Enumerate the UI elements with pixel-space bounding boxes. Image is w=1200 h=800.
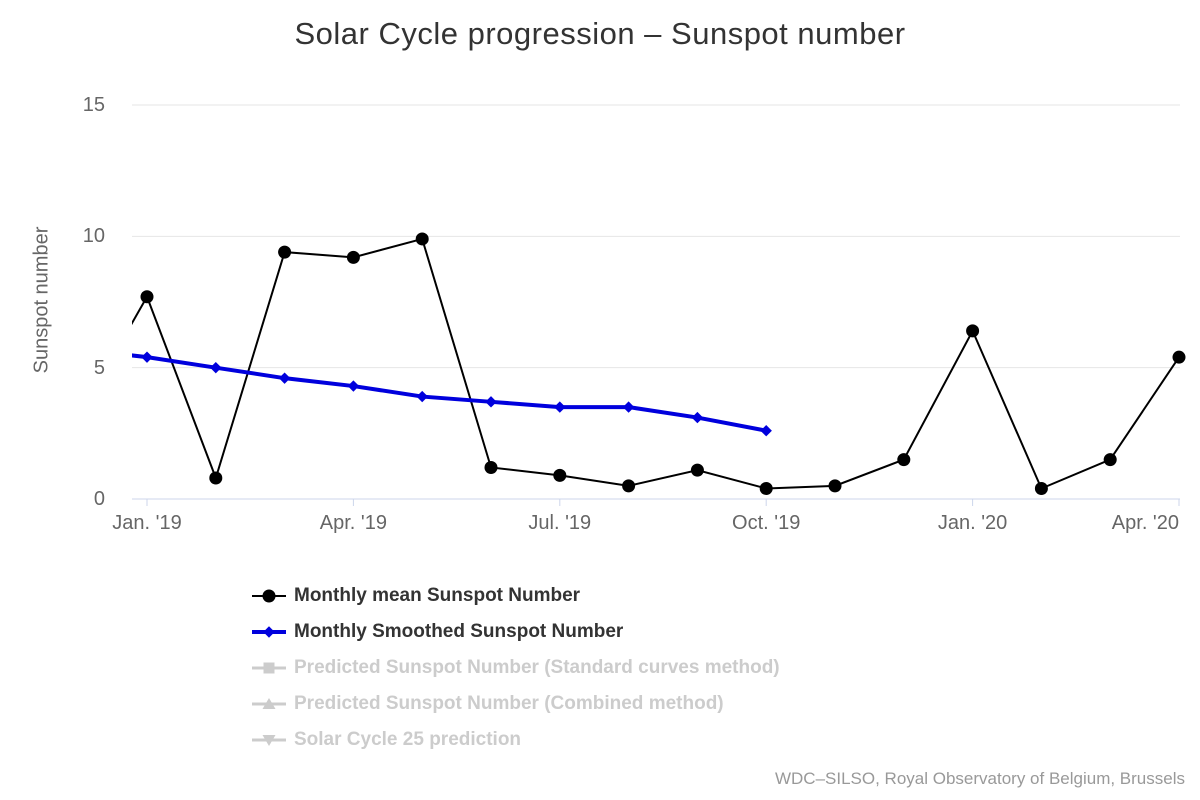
point-monthly-mean-sunspot-number-15-marker-circle-icon bbox=[1172, 350, 1186, 364]
legend: Monthly mean Sunspot Number Monthly Smoot… bbox=[251, 578, 780, 758]
series-monthly-mean-sunspot-number bbox=[132, 232, 1186, 495]
legend-marker-triangle-up bbox=[252, 698, 286, 709]
legend-item-predicted-sunspot-number-standard-curves-method[interactable]: Predicted Sunspot Number (Standard curve… bbox=[251, 650, 780, 686]
point-monthly-smoothed-sunspot-number-9-marker-diamond-icon bbox=[760, 425, 772, 437]
legend-marker-diamond bbox=[252, 626, 286, 638]
point-monthly-mean-sunspot-number-2-marker-circle-icon bbox=[278, 245, 292, 259]
x-tick-label-jan-20: Jan. '20 bbox=[937, 512, 1008, 534]
point-monthly-mean-sunspot-number-9-marker-circle-icon bbox=[759, 481, 773, 495]
plot-area bbox=[132, 104, 1186, 506]
point-monthly-mean-sunspot-number-7-marker-circle-icon bbox=[622, 479, 636, 493]
chart-title: Solar Cycle progression – Sunspot number bbox=[294, 16, 906, 51]
point-monthly-mean-sunspot-number-1-marker-circle-icon bbox=[209, 471, 223, 485]
point-monthly-mean-sunspot-number-14-marker-circle-icon bbox=[1103, 453, 1117, 467]
point-monthly-mean-sunspot-number-3-marker-circle-icon bbox=[346, 250, 360, 264]
point-monthly-smoothed-sunspot-number-4-marker-diamond-icon bbox=[416, 390, 428, 403]
legend-marker-square-icon bbox=[263, 662, 275, 674]
point-monthly-smoothed-sunspot-number-5-marker-diamond-icon bbox=[485, 396, 497, 408]
legend-item-solar-cycle-25-prediction[interactable]: Solar Cycle 25 prediction bbox=[251, 722, 780, 758]
point-monthly-mean-sunspot-number-13-marker-circle-icon bbox=[1034, 481, 1048, 495]
legend-item-predicted-sunspot-number-combined-method[interactable]: Predicted Sunspot Number (Combined metho… bbox=[251, 686, 780, 722]
x-tick-label-oct-19: Oct. '19 bbox=[732, 512, 801, 534]
series-line-monthly-mean-sunspot-number bbox=[132, 237, 1180, 490]
y-tick-label-5: 5 bbox=[93, 356, 105, 379]
legend-marker-diamond-icon bbox=[263, 626, 275, 638]
series-monthly-smoothed-sunspot-number bbox=[132, 351, 772, 437]
legend-label: Predicted Sunspot Number (Standard curve… bbox=[294, 657, 780, 678]
legend-marker-square bbox=[252, 662, 286, 674]
point-monthly-mean-sunspot-number-12-marker-circle-icon bbox=[966, 324, 980, 338]
legend-label: Monthly mean Sunspot Number bbox=[294, 585, 581, 606]
legend-marker-triangle-down bbox=[252, 735, 286, 746]
point-monthly-smoothed-sunspot-number-2-marker-diamond-icon bbox=[278, 372, 291, 384]
y-tick-label-0: 0 bbox=[93, 488, 105, 510]
legend-marker-circle-icon bbox=[262, 589, 276, 603]
y-tick-label-15: 15 bbox=[82, 94, 105, 116]
point-monthly-smoothed-sunspot-number-7-marker-diamond-icon bbox=[622, 401, 635, 413]
point-monthly-smoothed-sunspot-number-6-marker-diamond-icon bbox=[554, 401, 566, 413]
gridlines bbox=[132, 104, 1180, 369]
point-monthly-smoothed-sunspot-number-1-marker-diamond-icon bbox=[210, 361, 222, 374]
legend-item-monthly-smoothed-sunspot-number[interactable]: Monthly Smoothed Sunspot Number bbox=[251, 614, 780, 650]
x-axis-ticks bbox=[146, 499, 1180, 506]
point-monthly-mean-sunspot-number-10-marker-circle-icon bbox=[828, 479, 842, 493]
point-monthly-mean-sunspot-number-5-marker-circle-icon bbox=[484, 460, 498, 474]
y-tick-label-10: 10 bbox=[82, 225, 105, 248]
point-monthly-mean-sunspot-number-11-marker-circle-icon bbox=[897, 453, 911, 467]
point-monthly-mean-sunspot-number-4-marker-circle-icon bbox=[415, 232, 429, 246]
point-monthly-smoothed-sunspot-number-0-marker-diamond-icon bbox=[141, 351, 153, 363]
point-monthly-smoothed-sunspot-number-3-marker-diamond-icon bbox=[347, 380, 360, 392]
credit-text: WDC–SILSO, Royal Observatory of Belgium,… bbox=[774, 769, 1185, 788]
legend-label: Solar Cycle 25 prediction bbox=[294, 729, 522, 750]
legend-marker-triangle-up-icon bbox=[262, 698, 276, 709]
x-tick-label-apr-20: Apr. '20 bbox=[1111, 512, 1179, 534]
point-monthly-mean-sunspot-number-0-marker-circle-icon bbox=[140, 290, 154, 304]
legend-marker-triangle-down-icon bbox=[262, 735, 276, 746]
legend-label: Monthly Smoothed Sunspot Number bbox=[294, 621, 624, 642]
point-monthly-smoothed-sunspot-number-8-marker-diamond-icon bbox=[691, 411, 704, 424]
x-tick-label-jul-19: Jul. '19 bbox=[528, 512, 592, 534]
point-monthly-mean-sunspot-number-8-marker-circle-icon bbox=[690, 463, 704, 477]
legend-label: Predicted Sunspot Number (Combined metho… bbox=[294, 693, 724, 714]
x-tick-label-apr-19: Apr. '19 bbox=[319, 512, 387, 534]
point-monthly-mean-sunspot-number-6-marker-circle-icon bbox=[553, 468, 567, 482]
legend-marker-circle bbox=[252, 589, 286, 603]
legend-item-monthly-mean-sunspot-number[interactable]: Monthly mean Sunspot Number bbox=[251, 578, 780, 614]
x-tick-label-jan-19: Jan. '19 bbox=[112, 512, 182, 534]
